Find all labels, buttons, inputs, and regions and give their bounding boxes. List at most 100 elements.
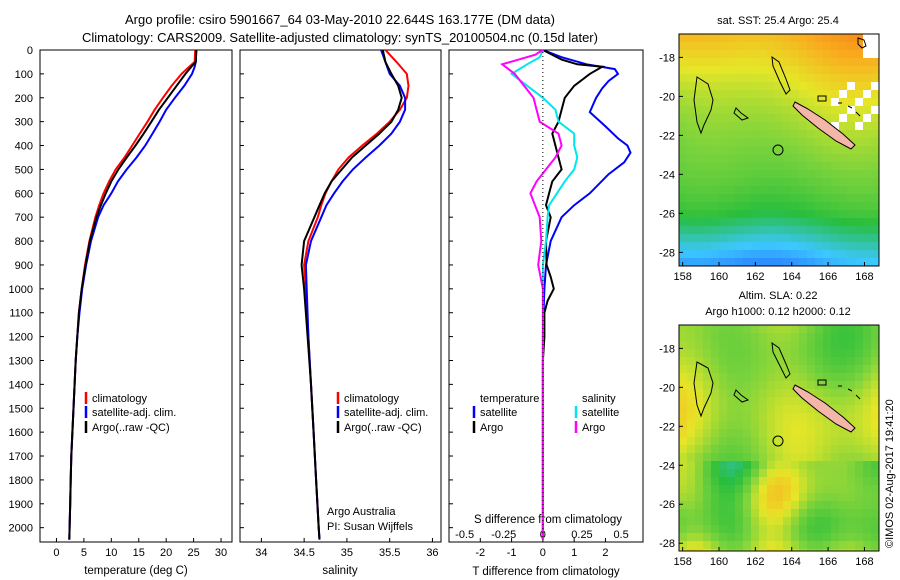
sla-cell xyxy=(855,413,863,421)
sst-cell xyxy=(687,186,695,194)
sst-cell xyxy=(711,234,719,242)
sst-cell xyxy=(703,74,711,82)
sla-cell xyxy=(847,365,855,373)
sst-map-frame xyxy=(678,33,880,267)
sla-cell xyxy=(855,325,863,333)
sst-cell xyxy=(727,210,735,218)
sst-cell xyxy=(679,122,687,130)
sla-cell xyxy=(719,421,727,429)
sla-cell xyxy=(815,525,823,533)
sla-cell xyxy=(823,437,831,445)
temperature-xlabel: temperature (deg C) xyxy=(84,565,188,577)
map-x-tick-label: 162 xyxy=(746,556,764,568)
sst-cell xyxy=(719,226,727,234)
sst-cell xyxy=(775,138,783,146)
sla-cell xyxy=(815,389,823,397)
sst-cell xyxy=(759,42,767,50)
sla-cell xyxy=(759,533,767,541)
sst-cell xyxy=(831,234,839,242)
sla-cell xyxy=(695,357,703,365)
sla-map-title-line-2: Argo h1000: 0.12 h2000: 0.12 xyxy=(705,306,851,318)
sst-cell xyxy=(751,122,759,130)
sla-cell xyxy=(727,517,735,525)
sla-cell xyxy=(711,381,719,389)
sla-cell xyxy=(695,533,703,541)
sla-cell xyxy=(743,533,751,541)
sla-cell xyxy=(871,405,879,413)
sla-cell xyxy=(735,357,743,365)
sst-cell xyxy=(703,66,711,74)
sla-cell xyxy=(703,517,711,525)
sst-cell xyxy=(703,210,711,218)
sla-cell xyxy=(695,453,703,461)
sst-cell xyxy=(743,210,751,218)
sst-cell xyxy=(695,138,703,146)
sla-cell xyxy=(759,333,767,341)
sla-cell xyxy=(831,365,839,373)
sla-cell xyxy=(823,501,831,509)
sst-cell xyxy=(791,50,799,58)
x-tick-label: -1 xyxy=(507,547,517,559)
sst-cell xyxy=(719,98,727,106)
sla-cell xyxy=(791,541,799,549)
sla-cell xyxy=(743,397,751,405)
sst-cell xyxy=(807,202,815,210)
sst-cell xyxy=(855,186,863,194)
sst-cell xyxy=(735,186,743,194)
sla-cell xyxy=(751,477,759,485)
sla-cell xyxy=(735,541,743,549)
sla-cell xyxy=(679,341,687,349)
sla-cell xyxy=(759,413,767,421)
sst-cell xyxy=(727,82,735,90)
sst-cell xyxy=(727,74,735,82)
sst-cell xyxy=(855,226,863,234)
sst-cell xyxy=(735,234,743,242)
sla-cell xyxy=(719,429,727,437)
sla-cell xyxy=(775,341,783,349)
sst-cell xyxy=(743,50,751,58)
sla-cell xyxy=(799,525,807,533)
sla-cell xyxy=(759,357,767,365)
sst-cell xyxy=(807,82,815,90)
sst-cell xyxy=(847,154,855,162)
sla-cell xyxy=(687,373,695,381)
sst-cell xyxy=(719,130,727,138)
sst-cell xyxy=(791,250,799,258)
loyalty-islands xyxy=(838,102,861,117)
sst-cell xyxy=(759,194,767,202)
sst-cell xyxy=(823,82,831,90)
sla-cell xyxy=(839,453,847,461)
sla-cell xyxy=(687,469,695,477)
sst-cell xyxy=(751,42,759,50)
sla-cell xyxy=(847,493,855,501)
sla-cell xyxy=(735,325,743,333)
sla-map-title-line-1: Altim. SLA: 0.22 xyxy=(739,290,818,302)
sst-cell xyxy=(815,146,823,154)
sla-cell xyxy=(695,437,703,445)
salinity-series-group xyxy=(300,50,410,540)
sla-cell xyxy=(831,453,839,461)
legend-t-argo-label: Argo xyxy=(480,422,503,434)
sst-cell xyxy=(807,66,815,74)
depth-tick-label: 200 xyxy=(15,93,33,105)
sst-cell xyxy=(799,58,807,66)
sst-cell xyxy=(767,138,775,146)
sst-cell xyxy=(775,42,783,50)
sla-cell xyxy=(735,413,743,421)
sst-cell xyxy=(759,98,767,106)
sla-cell xyxy=(695,325,703,333)
sla-cell xyxy=(847,453,855,461)
sst-cell xyxy=(703,226,711,234)
x-tick-label: 2 xyxy=(602,547,608,559)
sst-cell xyxy=(775,98,783,106)
sst-cell xyxy=(711,154,719,162)
sst-cell xyxy=(871,114,879,122)
depth-tick-label: 100 xyxy=(15,69,33,81)
sla-cell xyxy=(831,421,839,429)
new-caledonia-island xyxy=(792,101,856,150)
sst-cell xyxy=(679,50,687,58)
sla-cell xyxy=(703,341,711,349)
sla-cell xyxy=(727,381,735,389)
sla-cell xyxy=(775,509,783,517)
sst-cell xyxy=(855,98,863,106)
